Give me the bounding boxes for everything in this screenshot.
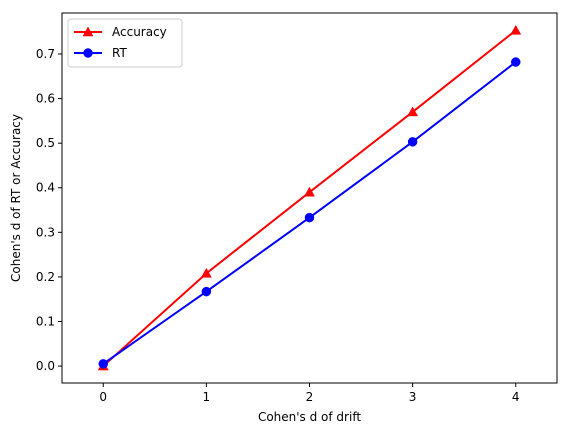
x-tick-label: 4 bbox=[512, 390, 520, 404]
data-point-rt bbox=[304, 212, 315, 223]
series-rt bbox=[98, 57, 521, 369]
series-layer bbox=[97, 24, 522, 371]
y-tick-label: 0.2 bbox=[36, 270, 55, 284]
legend-marker-rt bbox=[83, 48, 93, 58]
data-point-rt bbox=[407, 137, 418, 147]
legend-label-rt: RT bbox=[112, 46, 127, 60]
y-tick-label: 0.6 bbox=[36, 92, 55, 106]
y-tick-label: 0.7 bbox=[36, 47, 55, 61]
x-tick-label: 3 bbox=[409, 390, 417, 404]
data-point-accuracy bbox=[304, 186, 315, 197]
data-point-rt bbox=[201, 286, 212, 297]
data-point-accuracy bbox=[200, 267, 212, 278]
legend-marker-accuracy bbox=[82, 26, 94, 37]
x-axis-ticks: 0 1 2 3 4 bbox=[99, 383, 520, 404]
legend-label-accuracy: Accuracy bbox=[112, 25, 167, 39]
data-point-rt bbox=[98, 359, 108, 369]
y-tick-label: 0.5 bbox=[36, 136, 55, 150]
x-tick-label: 0 bbox=[99, 390, 107, 404]
y-tick-label: 0.1 bbox=[36, 314, 55, 328]
y-tick-label: 0.3 bbox=[36, 225, 55, 239]
legend-entry-accuracy: Accuracy bbox=[74, 25, 167, 39]
data-point-accuracy bbox=[510, 24, 522, 35]
x-tick-label: 2 bbox=[306, 390, 314, 404]
legend: Accuracy RT bbox=[67, 18, 183, 68]
y-tick-label: 0.4 bbox=[36, 181, 55, 195]
y-axis-label: Cohen's d of RT or Accuracy bbox=[9, 114, 23, 282]
x-axis-label: Cohen's d of drift bbox=[258, 410, 361, 424]
y-axis-ticks: 0.0 0.1 0.2 0.3 0.4 0.5 0.6 0.7 bbox=[36, 47, 62, 373]
legend-entry-rt: RT bbox=[74, 46, 127, 60]
x-tick-label: 1 bbox=[203, 390, 211, 404]
y-tick-label: 0.0 bbox=[36, 359, 55, 373]
data-point-accuracy bbox=[407, 106, 419, 117]
data-point-rt bbox=[511, 57, 521, 67]
